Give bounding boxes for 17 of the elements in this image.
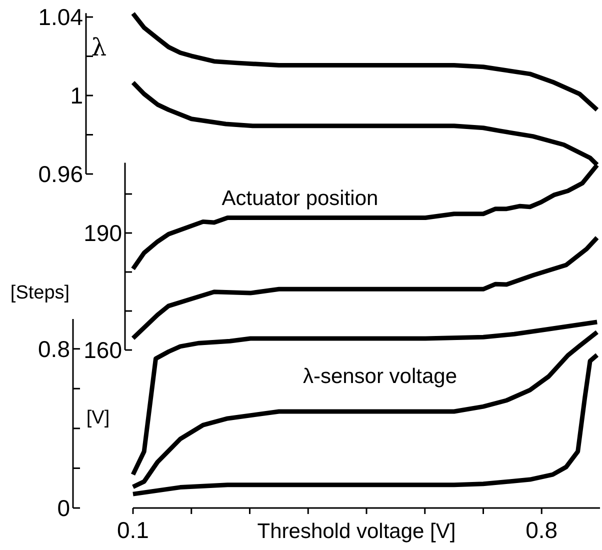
y-tick-label: 1 bbox=[70, 82, 83, 109]
y-tick-label: 0.8 bbox=[38, 336, 70, 362]
y-tick-label: 0 bbox=[57, 495, 70, 522]
y-axis-title: λ bbox=[91, 33, 107, 62]
y-axis-title: [Steps] bbox=[10, 282, 70, 304]
line-series bbox=[130, 11, 600, 112]
line-series bbox=[130, 352, 600, 496]
x-tick-label: 0.1 bbox=[117, 517, 149, 543]
y-tick-label: 190 bbox=[84, 220, 122, 246]
x-axis-title: Threshold voltage [V] bbox=[257, 520, 456, 543]
y-axis-title: [V] bbox=[86, 408, 110, 429]
text: Actuator position bbox=[222, 187, 378, 210]
y-tick-label: 160 bbox=[84, 337, 122, 364]
text: λ-sensor voltage bbox=[302, 365, 458, 388]
y-tick-label: 0.96 bbox=[38, 161, 83, 188]
y-tick-label: 1.04 bbox=[38, 4, 84, 30]
line-series bbox=[130, 235, 600, 341]
